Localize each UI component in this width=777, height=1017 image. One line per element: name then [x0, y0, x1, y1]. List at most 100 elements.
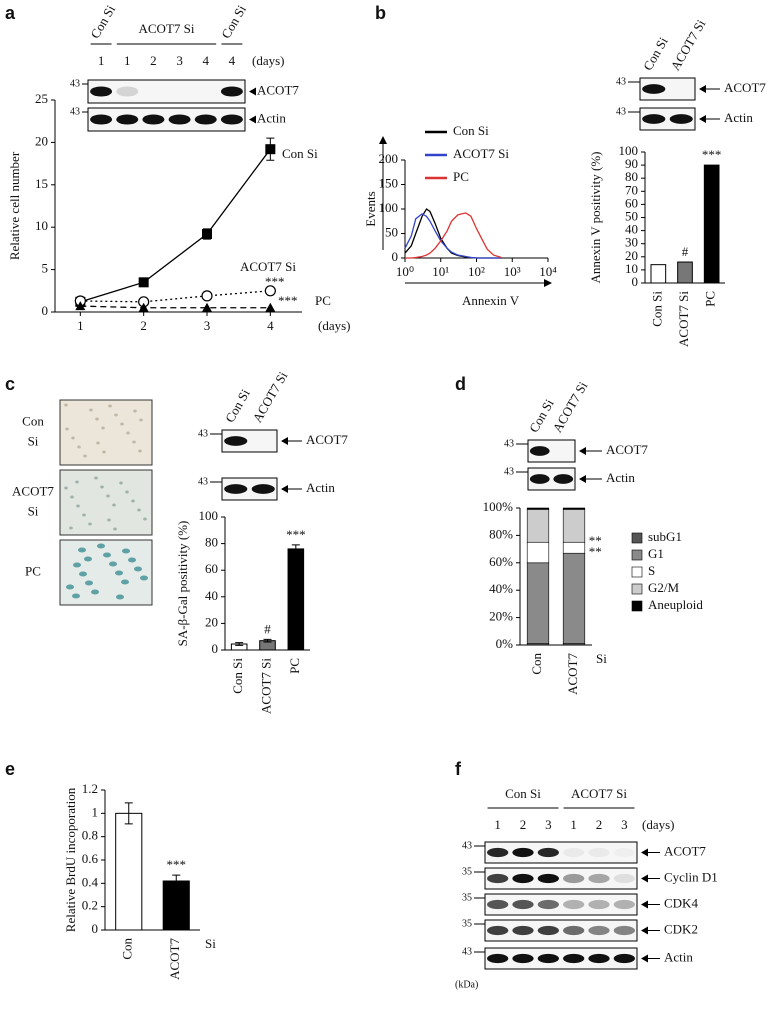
- blot-band: [537, 873, 559, 884]
- blot-band: [537, 847, 559, 858]
- cell: [94, 476, 98, 480]
- cell: [116, 594, 124, 600]
- blot-band: [116, 114, 139, 125]
- cell: [126, 431, 130, 435]
- cell: [138, 449, 142, 453]
- blot-strip: [484, 919, 638, 942]
- micrograph-label: Si: [28, 433, 39, 448]
- cell: [72, 593, 80, 599]
- lane-label: 1: [494, 817, 501, 832]
- lane-group-label: Con Si: [222, 386, 253, 425]
- y-axis-label: Events: [363, 191, 378, 226]
- y-tick-label: 150: [379, 175, 399, 190]
- blot-band: [588, 925, 610, 936]
- cell: [119, 481, 123, 485]
- legend-swatch: [631, 566, 643, 578]
- cell: [122, 548, 130, 554]
- bar-segment: [562, 541, 586, 554]
- blot-band: [512, 873, 534, 884]
- y-tick-label: 20%: [489, 609, 513, 624]
- cell: [88, 522, 92, 526]
- y-tick-label: 0: [212, 641, 219, 656]
- size-marker: 35: [462, 892, 472, 903]
- blot-band: [220, 114, 243, 125]
- cell: [132, 440, 136, 444]
- cell: [133, 409, 137, 413]
- cell: [140, 575, 148, 581]
- cell: [75, 480, 79, 484]
- blot-band: [220, 86, 243, 97]
- blot-band: [563, 953, 585, 964]
- cell: [112, 503, 116, 507]
- point: [265, 302, 276, 312]
- cell: [107, 518, 111, 522]
- y-tick-label: 0: [92, 921, 99, 936]
- blot-band: [487, 847, 509, 858]
- lane-group-label: Con Si: [505, 786, 541, 801]
- blot-strip: [639, 77, 696, 101]
- blot-band: [487, 953, 509, 964]
- blot-strip: [527, 439, 576, 463]
- blot-label: Cyclin D1: [664, 869, 718, 884]
- series-label: PC: [315, 293, 331, 308]
- y-tick-label: 40: [205, 588, 218, 603]
- y-tick-label: 15: [35, 176, 48, 191]
- cell: [83, 454, 87, 458]
- cell: [84, 556, 92, 562]
- significance: ***: [702, 147, 722, 162]
- arrow-head: [699, 115, 706, 123]
- lane-label: 2: [520, 817, 527, 832]
- size-marker: 43: [504, 438, 514, 449]
- blot-band: [588, 847, 610, 858]
- lane-label: 1: [124, 53, 131, 68]
- cell: [125, 490, 129, 494]
- blot-band: [537, 953, 559, 964]
- y-tick-label: 0.2: [82, 898, 98, 913]
- blot-band: [512, 953, 534, 964]
- point: [138, 302, 149, 312]
- series-line: [80, 290, 271, 303]
- point: [264, 285, 276, 297]
- cell: [65, 427, 69, 431]
- significance: ***: [167, 857, 187, 872]
- panel-label: c: [5, 374, 15, 394]
- cell: [103, 552, 111, 558]
- y-tick-label: 0: [632, 274, 639, 289]
- blot-strip: [484, 841, 638, 864]
- error-bar: [235, 642, 244, 646]
- lane-group-label: Con Si: [87, 2, 118, 41]
- blot-band: [613, 873, 635, 884]
- lane-label: 2: [596, 817, 603, 832]
- cell: [73, 562, 81, 568]
- y-tick-label: 0: [392, 249, 399, 264]
- blot-band: [642, 114, 666, 124]
- legend-label: S: [648, 563, 655, 578]
- arrow-head: [249, 115, 256, 124]
- size-marker: 43: [462, 946, 472, 957]
- bar-segment: [526, 507, 550, 510]
- lane-label: 4: [203, 53, 210, 68]
- blot-band: [614, 848, 635, 857]
- size-marker: 43: [504, 466, 514, 477]
- arrow-head: [281, 437, 288, 445]
- cell: [89, 408, 93, 412]
- blot-label: ACOT7: [257, 82, 299, 97]
- point: [265, 144, 276, 155]
- blot-band: [537, 925, 559, 936]
- lane-label: 3: [545, 817, 552, 832]
- legend-label: G1: [648, 546, 664, 561]
- blot-band: [224, 436, 248, 446]
- bar: [287, 548, 305, 651]
- blot-band: [588, 953, 610, 964]
- cell: [97, 543, 105, 549]
- lane-group-label: Con Si: [218, 2, 249, 41]
- y-tick-label: 0.8: [82, 828, 98, 843]
- blot-label: Actin: [306, 480, 335, 495]
- x-tick-label: 10³: [504, 264, 521, 279]
- micrograph-label: ACOT7: [12, 483, 54, 498]
- y-tick-label: 40: [625, 222, 638, 237]
- point: [75, 301, 86, 311]
- blot-band: [487, 899, 509, 910]
- y-tick-label: 60: [205, 561, 218, 576]
- lane-label: 4: [229, 53, 236, 68]
